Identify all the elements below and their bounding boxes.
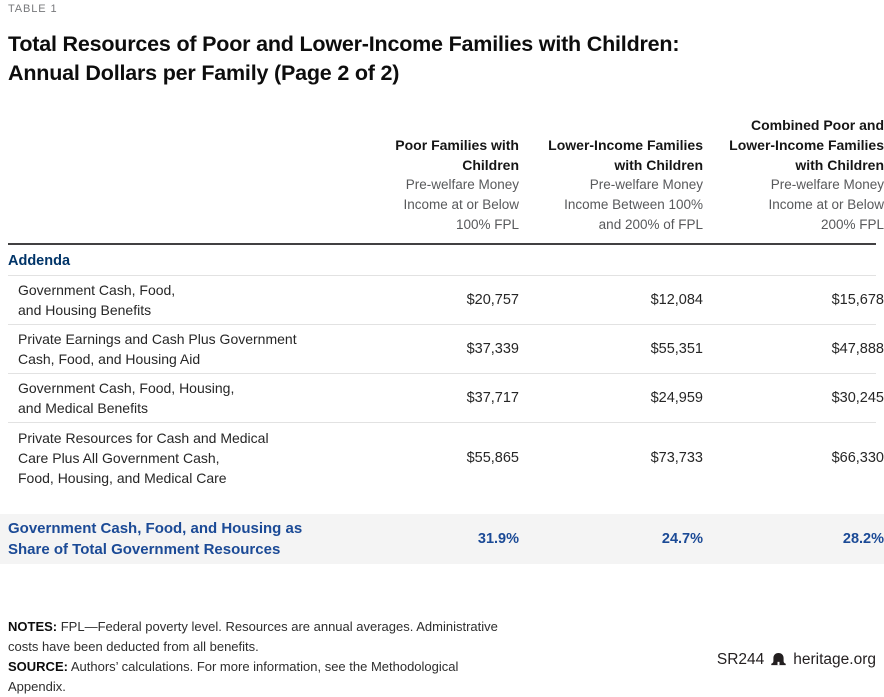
column-header-subtitle: Pre-welfare Money Income at or Below 100…	[403, 177, 519, 232]
row-value: $24,959	[650, 390, 703, 406]
row-label: Private Earnings and Cash Plus Governmen…	[18, 331, 297, 367]
page-title: Total Resources of Poor and Lower-Income…	[8, 32, 680, 85]
highlight-row-value: 24.7%	[661, 531, 703, 547]
column-header-name: Combined Poor and Lower-Income Families …	[729, 117, 884, 173]
row-value: $30,245	[831, 390, 884, 406]
highlight-row-label: Government Cash, Food, and Housing as Sh…	[8, 520, 303, 558]
notes-block: NOTES: FPL—Federal poverty level. Resour…	[8, 617, 513, 697]
highlight-summary-row: Government Cash, Food, and Housing as Sh…	[0, 514, 884, 564]
section-heading-addenda: Addenda	[8, 253, 71, 269]
row-value: $73,733	[650, 449, 703, 466]
highlight-row-value: 31.9%	[477, 531, 519, 547]
column-header-name: Lower-Income Families with Children	[548, 137, 703, 173]
row-value: $37,717	[466, 390, 519, 406]
row-value: $20,757	[466, 292, 519, 308]
column-header-poor-families: Poor Families with Children Pre-welfare …	[360, 135, 519, 235]
notes-line: NOTES: FPL—Federal poverty level. Resour…	[8, 617, 513, 657]
table-row: Private Resources for Cash and Medical C…	[8, 422, 884, 492]
row-label: Government Cash, Food, and Housing Benef…	[18, 282, 176, 318]
table-row: Government Cash, Food, and Housing Benef…	[8, 275, 884, 324]
highlight-row-value: 28.2%	[842, 531, 884, 547]
column-header-name: Poor Families with Children	[395, 137, 519, 173]
row-value: $47,888	[831, 341, 884, 357]
row-value: $55,865	[466, 449, 519, 466]
source-text: Authors’ calculations. For more informat…	[8, 659, 459, 694]
column-header-subtitle: Pre-welfare Money Income at or Below 200…	[768, 177, 884, 232]
site-url[interactable]: heritage.org	[793, 651, 876, 668]
row-value: $55,351	[650, 341, 703, 357]
heritage-bell-icon	[770, 652, 787, 668]
page-footer: SR244 heritage.org	[717, 651, 876, 669]
row-value: $37,339	[466, 341, 519, 357]
column-header-subtitle: Pre-welfare Money Income Between 100% an…	[564, 177, 703, 232]
row-label: Government Cash, Food, Housing, and Medi…	[18, 380, 235, 416]
row-label: Private Resources for Cash and Medical C…	[18, 429, 269, 486]
table-number-label: TABLE 1	[8, 3, 58, 15]
row-value: $12,084	[650, 292, 703, 308]
report-id: SR244	[716, 651, 765, 668]
table-row: Government Cash, Food, Housing, and Medi…	[8, 373, 884, 422]
source-line: SOURCE: Authors’ calculations. For more …	[8, 657, 513, 697]
table-row: Private Earnings and Cash Plus Governmen…	[8, 324, 884, 373]
column-header-lower-income-families: Lower-Income Families with Children Pre-…	[519, 135, 703, 235]
source-label: SOURCE:	[8, 659, 68, 674]
row-value: $66,330	[831, 449, 884, 466]
row-value: $15,678	[831, 292, 884, 308]
notes-text: FPL—Federal poverty level. Resources are…	[8, 619, 498, 654]
column-header-combined-families: Combined Poor and Lower-Income Families …	[703, 115, 884, 235]
column-headers: Poor Families with Children Pre-welfare …	[8, 115, 884, 245]
report-table-page: TABLE 1 Total Resources of Poor and Lowe…	[0, 3, 884, 694]
notes-label: NOTES:	[8, 619, 58, 634]
